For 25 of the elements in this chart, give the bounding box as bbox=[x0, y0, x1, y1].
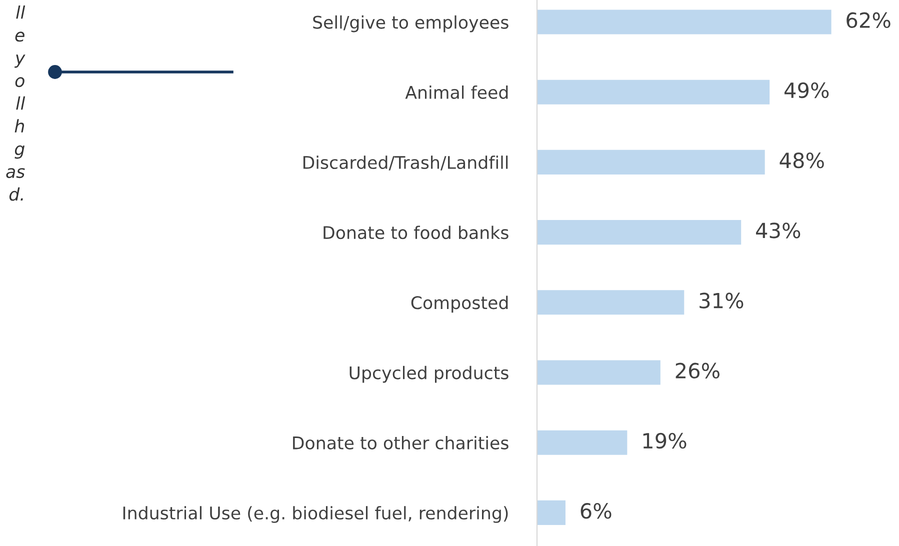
data-label: 62% bbox=[846, 12, 890, 28]
data-label: 19% bbox=[643, 432, 686, 449]
bar bbox=[537, 500, 566, 525]
y-tick-label: Discarded/Trash/Landfill bbox=[303, 156, 508, 170]
y-tick-label: Donate to food banks bbox=[324, 226, 508, 240]
y-tick-label: Sell/give to employees bbox=[313, 15, 508, 32]
data-label: 49% bbox=[784, 82, 829, 98]
bar bbox=[537, 220, 742, 245]
y-tick-label: Donate to other charities bbox=[293, 436, 508, 450]
data-label: 48% bbox=[780, 152, 824, 168]
bar bbox=[537, 290, 684, 315]
data-label: 6% bbox=[580, 502, 612, 519]
y-tick-label: Composted bbox=[411, 296, 508, 313]
data-label: 26% bbox=[676, 362, 720, 379]
text: ll e y o ll h g as d. bbox=[6, 5, 26, 201]
y-tick-label: Upcycled products bbox=[350, 366, 508, 383]
y-tick-label: Animal feed bbox=[405, 86, 508, 99]
bar bbox=[537, 150, 765, 174]
data-label: 31% bbox=[700, 292, 744, 308]
bar bbox=[537, 360, 660, 385]
bar bbox=[537, 430, 628, 455]
bar bbox=[537, 10, 832, 34]
data-label: 43% bbox=[756, 222, 800, 238]
y-tick-label: Industrial Use (e.g. biodiesel fuel, rendering) bbox=[123, 506, 508, 523]
bar bbox=[537, 80, 770, 104]
